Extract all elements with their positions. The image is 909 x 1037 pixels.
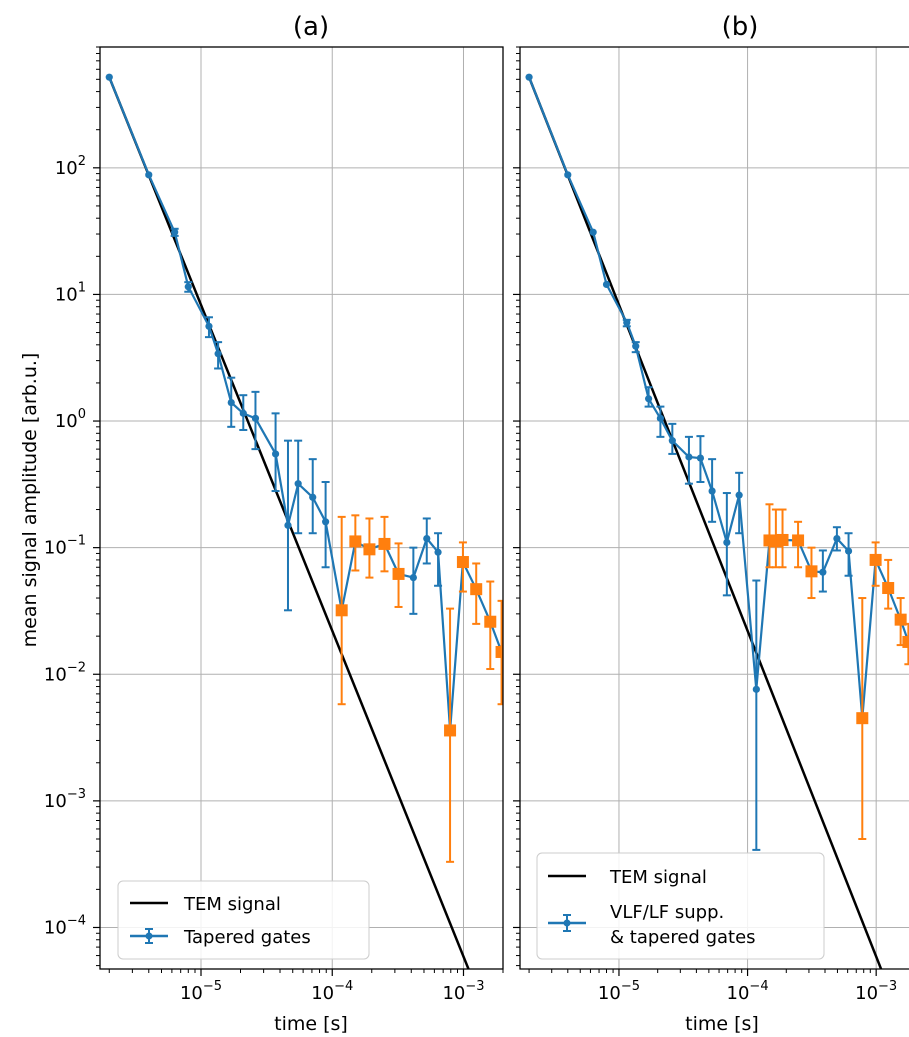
orange-data-point [349, 535, 362, 548]
x-tick-label: 10−3 [442, 979, 484, 1004]
blue-data-point [214, 350, 222, 358]
orange-data-point [776, 533, 789, 546]
panel-a-grid [100, 47, 503, 969]
panel-a-x-axis-label: time [s] [274, 1013, 348, 1035]
panel-b-title: (b) [722, 12, 759, 42]
blue-data-point [602, 280, 611, 289]
panel-b-legend: TEM signal VLF/LF supp. & tapered gates [536, 852, 825, 960]
blue-data-point [309, 493, 317, 501]
blue-data-point [668, 437, 676, 445]
panel-b-grid [520, 47, 909, 969]
blue-data-point [735, 491, 743, 499]
x-tick-label: 10−3 [855, 979, 897, 1004]
panel-a: (a) 10−5 10−4 10−310−410−310−210−110010110… [44, 12, 504, 1035]
panel-a-title: (a) [293, 12, 329, 42]
tem-signal-line [108, 76, 470, 969]
blue-data-point [708, 487, 716, 495]
blue-data-point [239, 409, 247, 417]
panel-b-x-axis-label: time [s] [685, 1013, 759, 1035]
y-axis-label: mean signal amplitude [arb.u.] [19, 353, 41, 648]
panel-a-data-marks [105, 73, 503, 863]
legend-a-tapered-marker [130, 928, 168, 944]
orange-data-point [470, 583, 483, 596]
blue-data-point [251, 414, 260, 422]
blue-data-point [284, 521, 292, 529]
measurement-connector-line [108, 76, 503, 731]
x-tick-label: 10−5 [598, 979, 640, 1004]
blue-data-point [227, 398, 235, 407]
blue-data-point [525, 73, 533, 81]
orange-data-point [363, 543, 376, 556]
orange-data-point [882, 582, 895, 595]
orange-data-point [335, 604, 348, 617]
y-tick-label: 100 [55, 407, 86, 432]
panel-a-tem-signal-line [108, 76, 470, 969]
orange-data-point [456, 556, 469, 569]
blue-data-point [409, 574, 417, 582]
blue-data-point [171, 228, 179, 236]
blue-data-point [685, 453, 693, 461]
legend-a-tapered-label: Tapered gates [183, 927, 311, 948]
y-tick-label: 10−3 [44, 787, 86, 812]
orange-data-point [856, 712, 869, 725]
y-tick-label: 10−1 [44, 534, 86, 559]
blue-data-point [589, 228, 597, 236]
orange-data-point [894, 613, 907, 626]
y-tick-label: 101 [55, 280, 86, 305]
blue-data-point [145, 171, 153, 179]
blue-data-point [184, 283, 192, 291]
blue-data-point [833, 534, 841, 543]
panel-b-data-marks [525, 73, 909, 851]
x-tick-label: 10−4 [311, 979, 353, 1004]
blue-data-point [656, 414, 665, 422]
y-tick-label: 10−4 [44, 913, 86, 938]
orange-data-point [378, 537, 391, 550]
measurement-connector-line [528, 76, 909, 719]
panel-a-frame [99, 46, 504, 970]
y-tick-label: 102 [55, 154, 86, 179]
blue-data-point [271, 450, 280, 458]
panel-b-frame [519, 46, 909, 970]
blue-data-point [564, 171, 572, 179]
orange-data-point [495, 645, 503, 658]
panel-b-tem-signal-line [527, 76, 883, 969]
orange-data-point [792, 534, 805, 547]
orange-data-point [392, 567, 405, 580]
legend-a-tem-label: TEM signal [183, 894, 281, 915]
blue-data-point [434, 548, 442, 556]
legend-b-tem-label: TEM signal [609, 867, 707, 888]
blue-data-point [723, 538, 731, 547]
blue-data-point [423, 534, 431, 543]
blue-data-point [752, 685, 760, 693]
legend-b-vlf-marker [548, 914, 586, 932]
panel-a-ticks: 10−5 10−4 10−3 10−4 10−3 10−2 10−1 100 101 102 [44, 46, 504, 1004]
panel-b-ticks: 10−5 10−4 10−3 [513, 46, 897, 1004]
blue-data-point [322, 518, 330, 526]
blue-data-point [205, 322, 213, 330]
y-tick-label: 10−2 [44, 660, 86, 685]
orange-data-point [869, 553, 882, 566]
blue-data-point [645, 395, 653, 403]
orange-data-point [444, 724, 457, 737]
x-tick-label: 10−5 [180, 979, 222, 1004]
blue-data-point [844, 547, 853, 555]
blue-data-point [105, 73, 113, 81]
blue-data-point [623, 318, 631, 327]
panel-a-legend: TEM signal Tapered gates [117, 880, 370, 960]
blue-data-point [632, 342, 640, 350]
blue-data-point [819, 568, 827, 576]
panel-b: (b) 10−5 10−4 10−3 time [s] TEM signal VLF… [513, 12, 909, 1035]
orange-data-point [805, 565, 818, 578]
orange-data-point [484, 615, 497, 628]
legend-b-vlf-label: VLF/LF supp. & tapered gates [610, 902, 756, 948]
x-tick-label: 10−4 [727, 979, 769, 1004]
tem-signal-line [527, 76, 883, 969]
blue-data-point [294, 480, 302, 488]
orange-data-point [902, 635, 909, 648]
blue-data-point [696, 454, 705, 462]
